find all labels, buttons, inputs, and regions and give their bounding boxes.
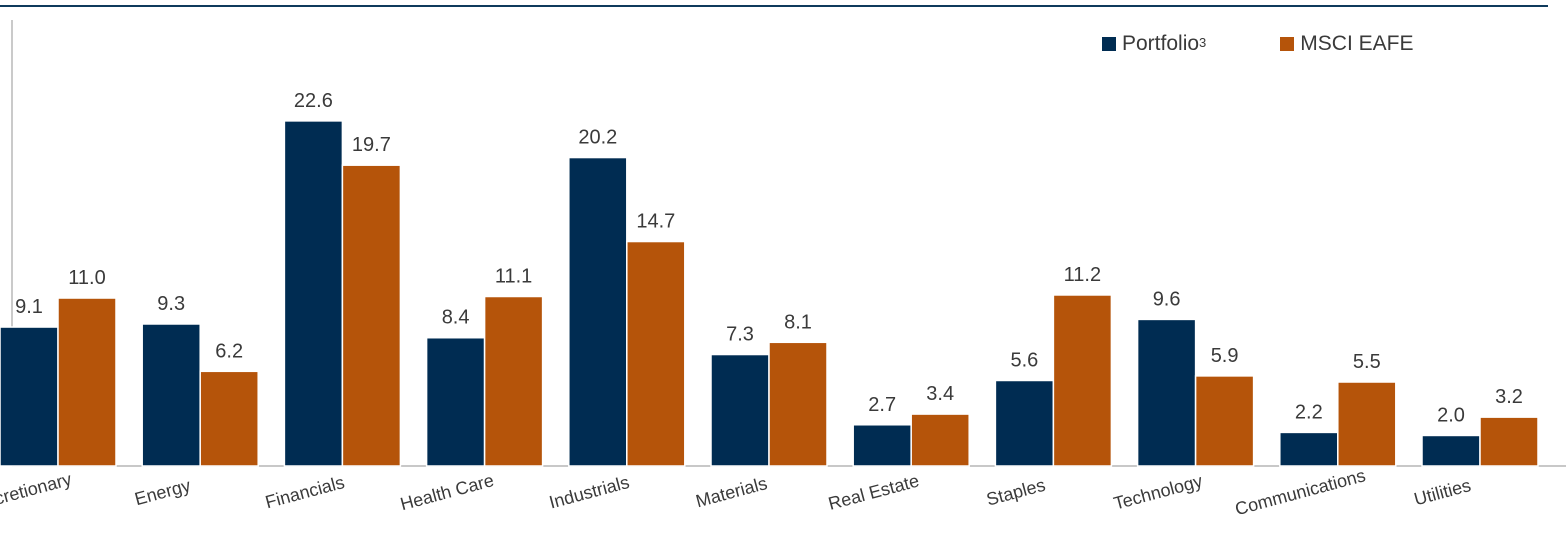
data-label-portfolio-utilities: 2.0 xyxy=(1437,404,1465,426)
data-label-msci-eafe-energy: 6.2 xyxy=(215,340,243,362)
data-label-portfolio-real-estate: 2.7 xyxy=(868,394,896,416)
category-label-financials: Financials xyxy=(263,472,346,512)
data-label-msci-eafe-staples: 11.2 xyxy=(1064,264,1101,286)
data-label-portfolio-materials: 7.3 xyxy=(726,324,754,346)
legend-swatch-portfolio xyxy=(1102,37,1116,51)
bar-msci-eafe-technology xyxy=(1194,375,1255,467)
data-label-portfolio-communications: 2.2 xyxy=(1295,401,1323,423)
category-label-discretionary: Discretionary xyxy=(0,469,74,516)
bar-portfolio-discretionary xyxy=(0,326,59,467)
bar-portfolio-utilities xyxy=(1421,434,1481,467)
bar-msci-eafe-real-estate xyxy=(910,413,970,467)
bar-msci-eafe-industrials xyxy=(626,240,686,467)
bar-portfolio-communications xyxy=(1279,431,1339,467)
bar-portfolio-financials xyxy=(283,120,344,467)
bars-group xyxy=(0,120,1539,467)
data-label-portfolio-health-care: 8.4 xyxy=(442,307,470,329)
category-label-technology: Technology xyxy=(1111,471,1204,514)
legend-item-msci-eafe: MSCI EAFE xyxy=(1280,32,1413,56)
data-label-portfolio-financials: 22.6 xyxy=(294,90,333,112)
data-label-portfolio-energy: 9.3 xyxy=(157,293,185,315)
data-label-portfolio-technology: 9.6 xyxy=(1153,288,1181,310)
bar-msci-eafe-staples xyxy=(1052,294,1113,467)
category-labels-group: Discretionary Energy Financials Health Care… xyxy=(0,465,1473,519)
category-label-utilities: Utilities xyxy=(1412,475,1473,509)
legend: Portfolio 3 MSCI EAFE xyxy=(1102,32,1487,56)
bar-msci-eafe-energy xyxy=(199,370,259,467)
data-labels-group: 9.1 11.0 9.3 6.2 22.6 19.7 8.4 11.1 20.2 14.7 7.3 8… xyxy=(15,90,1523,427)
bar-msci-eafe-discretionary xyxy=(57,297,117,467)
data-label-portfolio-discretionary: 9.1 xyxy=(15,296,43,318)
bar-msci-eafe-utilities xyxy=(1479,416,1539,467)
bar-portfolio-energy xyxy=(141,323,201,467)
data-label-msci-eafe-health-care: 11.1 xyxy=(495,266,532,288)
bar-portfolio-health-care xyxy=(425,336,486,467)
data-label-msci-eafe-materials: 8.1 xyxy=(784,311,812,333)
category-label-staples: Staples xyxy=(984,475,1047,510)
category-label-energy: Energy xyxy=(133,475,193,509)
category-label-real-estate: Real Estate xyxy=(826,471,921,514)
bar-portfolio-industrials xyxy=(568,156,628,467)
bar-portfolio-real-estate xyxy=(852,424,912,467)
legend-swatch-msci-eafe xyxy=(1280,37,1295,51)
data-label-msci-eafe-real-estate: 3.4 xyxy=(926,383,954,405)
data-label-portfolio-industrials: 20.2 xyxy=(578,127,617,149)
data-label-portfolio-staples: 5.6 xyxy=(1010,349,1038,371)
data-label-msci-eafe-industrials: 14.7 xyxy=(636,211,675,233)
legend-item-portfolio: Portfolio 3 xyxy=(1102,32,1206,56)
legend-label-msci-eafe: MSCI EAFE xyxy=(1300,32,1414,55)
bar-msci-eafe-health-care xyxy=(483,295,544,467)
bar-portfolio-technology xyxy=(1136,318,1197,467)
category-label-materials: Materials xyxy=(694,473,770,511)
bar-msci-eafe-materials xyxy=(768,341,828,467)
legend-label-portfolio-superscript: 3 xyxy=(1199,34,1207,50)
bar-portfolio-materials xyxy=(710,353,770,467)
category-label-health-care: Health Care xyxy=(398,470,496,514)
bar-portfolio-staples xyxy=(994,379,1055,467)
data-label-msci-eafe-utilities: 3.2 xyxy=(1495,386,1523,408)
legend-label-portfolio: Portfolio xyxy=(1122,32,1200,55)
data-label-msci-eafe-technology: 5.9 xyxy=(1211,345,1239,367)
bar-msci-eafe-financials xyxy=(341,164,402,467)
bar-msci-eafe-communications xyxy=(1337,381,1397,467)
data-label-msci-eafe-financials: 19.7 xyxy=(352,134,391,156)
data-label-msci-eafe-communications: 5.5 xyxy=(1353,351,1381,373)
category-label-industrials: Industrials xyxy=(547,472,631,513)
category-label-communications: Communications xyxy=(1233,465,1368,519)
data-label-msci-eafe-discretionary: 11.0 xyxy=(68,267,105,289)
